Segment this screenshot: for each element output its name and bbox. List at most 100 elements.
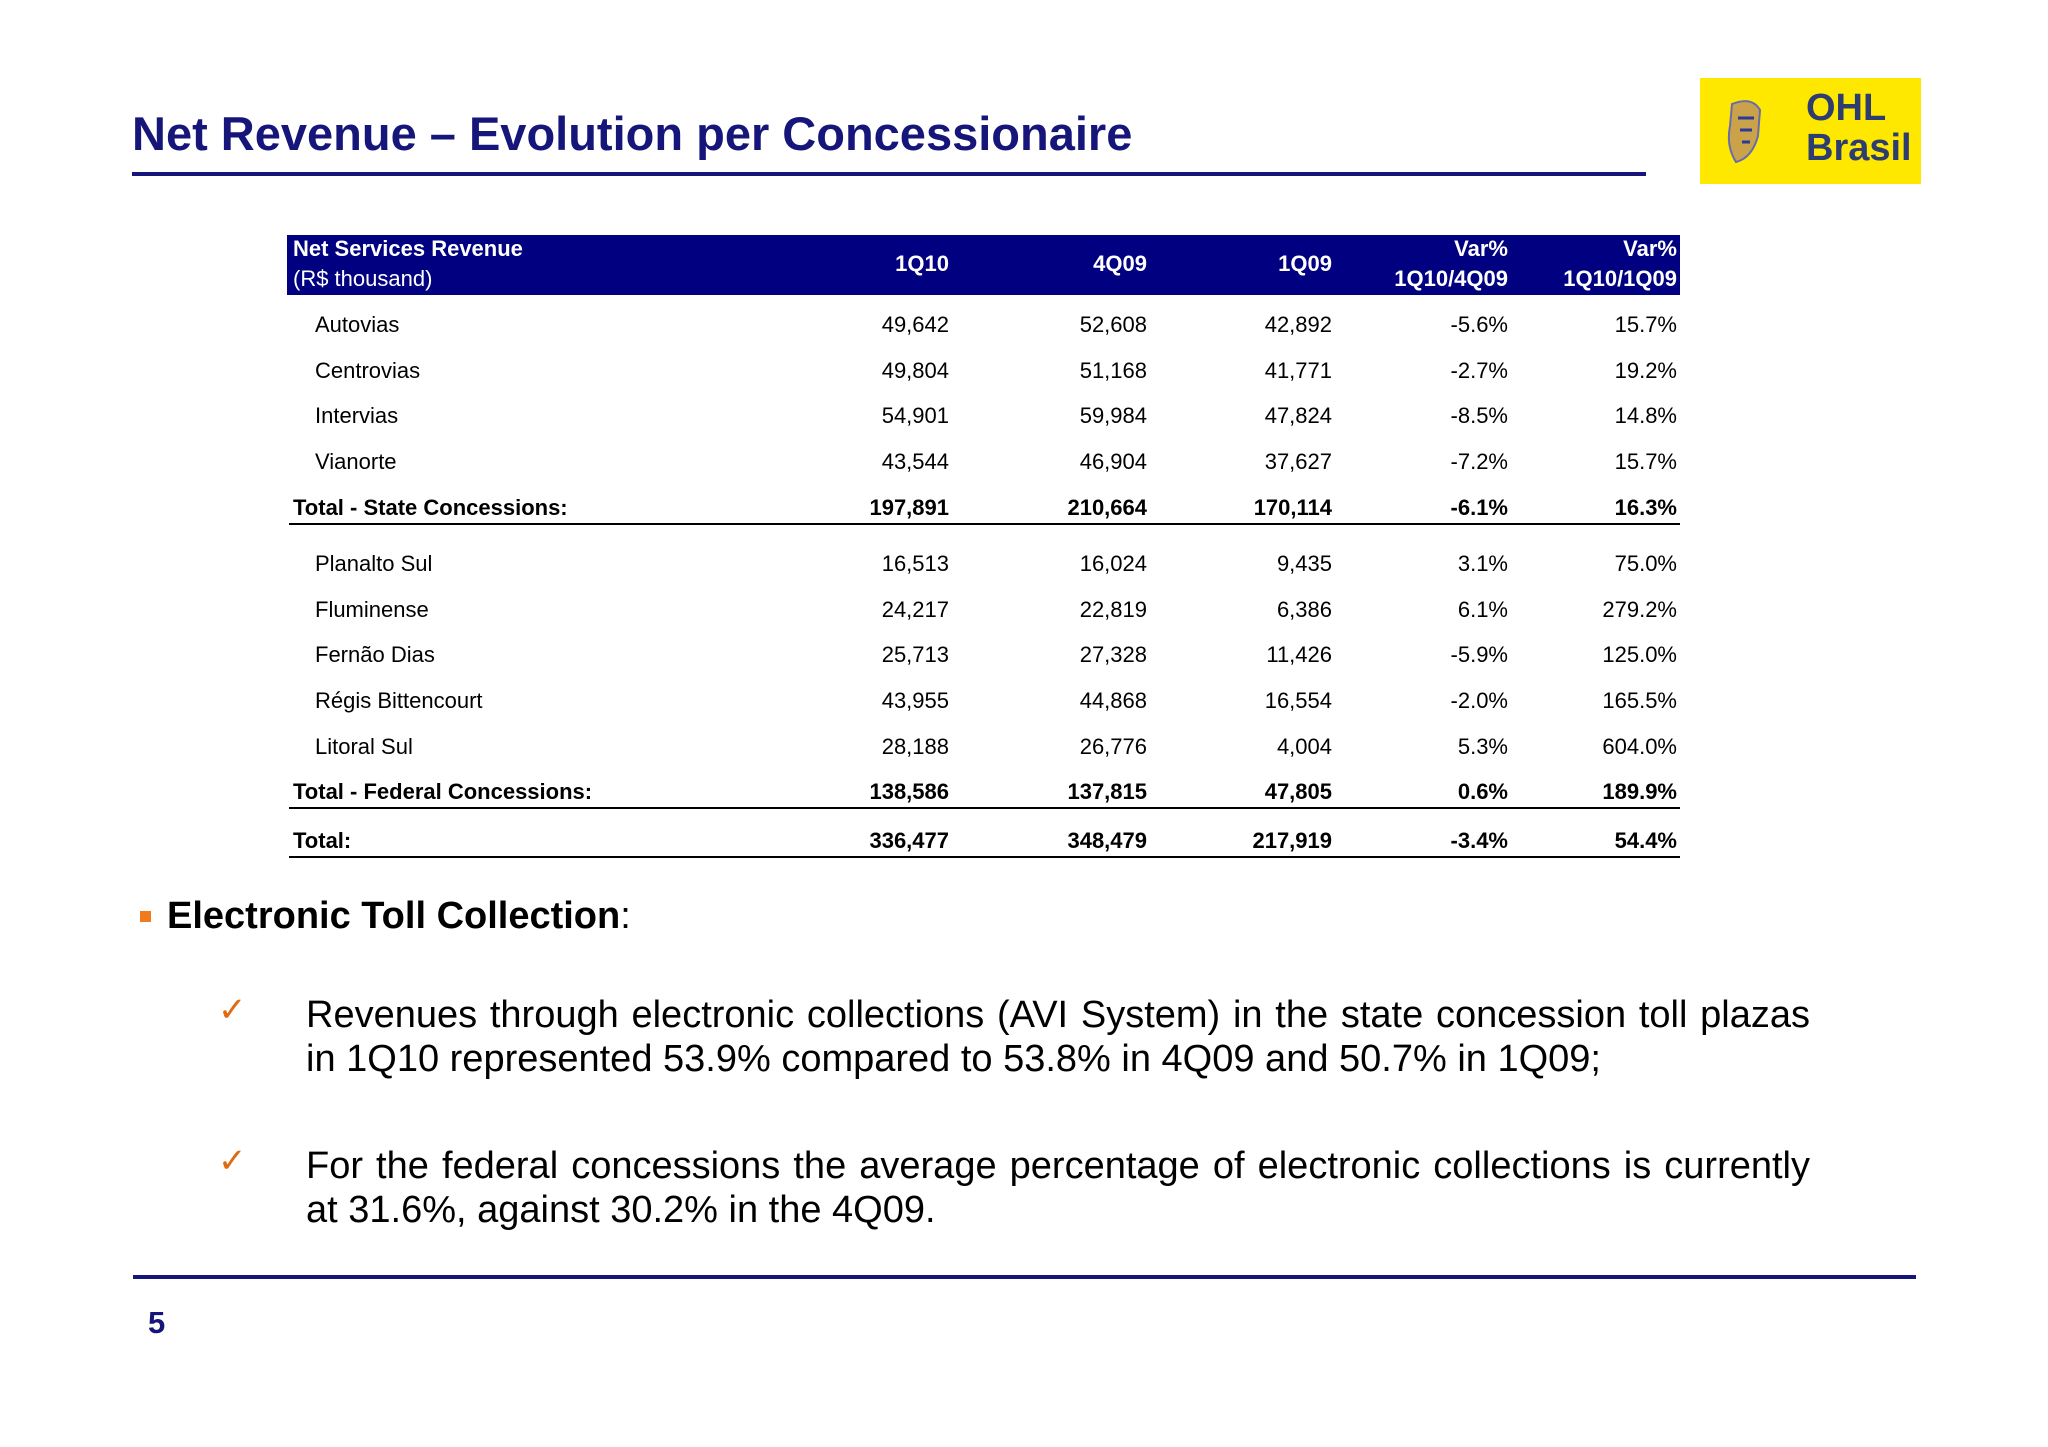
slide-title: Net Revenue – Evolution per Concessionai… — [132, 107, 1133, 160]
cell-value: 37,627 — [1264, 449, 1332, 475]
cell-value: 336,477 — [869, 828, 949, 854]
cell-value: 189.9% — [1602, 779, 1677, 805]
cell-value: 170,114 — [1253, 494, 1332, 520]
cell-value: 217,919 — [1252, 828, 1332, 854]
cell-value: 54.4% — [1614, 828, 1677, 854]
heading-colon: : — [620, 895, 631, 937]
column-header: Var% — [1623, 236, 1677, 261]
column-header: 1Q10/1Q09 — [1563, 266, 1677, 291]
row-label: Vianorte — [315, 449, 397, 475]
column-header: 1Q09 — [1278, 251, 1332, 276]
logo: OHL Brasil — [1700, 78, 1921, 184]
cell-value: 49,642 — [881, 312, 949, 337]
footer-rule — [133, 1275, 1916, 1279]
bullet — [140, 911, 151, 922]
cell-value: 279.2% — [1602, 596, 1677, 622]
cell-value: 125.0% — [1602, 642, 1677, 668]
row-label: Autovias — [315, 312, 400, 337]
total-rule — [289, 522, 1680, 525]
cell-value: 6,386 — [1276, 596, 1332, 622]
column-header: Var% — [1454, 236, 1508, 261]
cell-value: 25,713 — [881, 642, 949, 668]
column-header: 1Q10/4Q09 — [1394, 266, 1508, 291]
bullet-text: Revenues through electronic collections … — [306, 994, 1810, 1080]
cell-value: 43,955 — [881, 687, 949, 713]
cell-value: 604.0% — [1602, 733, 1677, 759]
cell-value: 16,554 — [1264, 687, 1332, 713]
column-header: 1Q10 — [895, 251, 949, 276]
cell-value: -3.4% — [1450, 828, 1508, 854]
cell-value: 137,815 — [1067, 779, 1147, 805]
logo-icon — [1727, 100, 1762, 164]
cell-value: 16.3% — [1614, 494, 1677, 520]
header-label: Net Services Revenue — [293, 236, 523, 261]
section-heading: Electronic Toll Collection: — [167, 893, 631, 939]
cell-value: -5.6% — [1450, 312, 1508, 337]
heading-text: Electronic Toll Collection — [167, 895, 621, 937]
cell-value: 15.7% — [1614, 312, 1677, 337]
total-label: Total - Federal Concessions: — [293, 779, 593, 805]
revenue-table: Net Services Revenue (R$ thousand) 1Q10 4Q0… — [287, 235, 1680, 859]
header-sublabel: (R$ thousand) — [293, 266, 433, 291]
cell-value: 42,892 — [1264, 312, 1332, 337]
cell-value: 16,513 — [881, 550, 949, 576]
cell-value: 43,544 — [881, 449, 949, 475]
page-number: 5 — [148, 1305, 166, 1340]
row-label: Fernão Dias — [315, 642, 435, 668]
cell-value: 44,868 — [1079, 687, 1147, 713]
row-label: Centrovias — [315, 357, 421, 383]
cell-value: 11,426 — [1266, 642, 1332, 668]
cell-value: 5.3% — [1457, 733, 1508, 759]
cell-value: -2.7% — [1450, 357, 1508, 383]
cell-value: 138,586 — [869, 779, 949, 805]
cell-value: 52,608 — [1079, 312, 1147, 337]
column-header: 4Q09 — [1093, 251, 1147, 276]
cell-value: 22,819 — [1079, 596, 1147, 622]
cell-value: 59,984 — [1079, 403, 1147, 429]
cell-value: 165.5% — [1602, 687, 1677, 713]
cell-value: 19.2% — [1614, 357, 1677, 383]
total-rule — [289, 807, 1680, 810]
cell-value: 27,328 — [1079, 642, 1147, 668]
cell-value: 54,901 — [881, 403, 949, 429]
cell-value: 49,804 — [881, 357, 949, 383]
table-header — [287, 235, 1680, 295]
cell-value: 24,217 — [881, 596, 949, 622]
check-mark: ✓ — [218, 1142, 247, 1180]
cell-value: 75.0% — [1614, 550, 1677, 576]
cell-value: 26,776 — [1079, 733, 1147, 759]
cell-value: 14.8% — [1614, 403, 1677, 429]
cell-value: 46,904 — [1079, 449, 1147, 475]
row-label: Régis Bittencourt — [315, 687, 483, 713]
row-label: Intervias — [315, 403, 399, 429]
cell-value: 6.1% — [1457, 596, 1508, 622]
row-label: Planalto Sul — [315, 550, 433, 576]
cell-value: 41,771 — [1264, 357, 1332, 383]
total-rule — [289, 856, 1680, 859]
title-rule — [132, 172, 1646, 176]
cell-value: 3.1% — [1457, 550, 1508, 576]
cell-value: 47,824 — [1264, 403, 1332, 429]
row-label: Litoral Sul — [315, 733, 413, 759]
cell-value: 210,664 — [1067, 494, 1147, 520]
total-label: Total: — [293, 828, 352, 854]
cell-value: -8.5% — [1450, 403, 1508, 429]
cell-value: 197,891 — [869, 494, 949, 520]
total-label: Total - State Concessions: — [293, 494, 568, 520]
check-mark: ✓ — [218, 991, 247, 1029]
cell-value: 4,004 — [1276, 733, 1332, 759]
row-label: Fluminense — [315, 596, 429, 622]
logo-text: Brasil — [1806, 127, 1912, 169]
cell-value: -5.9% — [1450, 642, 1508, 668]
cell-value: 51,168 — [1079, 357, 1147, 383]
cell-value: -2.0% — [1450, 687, 1508, 713]
cell-value: -7.2% — [1450, 449, 1508, 475]
logo-text: OHL — [1806, 87, 1887, 129]
cell-value: 16,024 — [1079, 550, 1147, 576]
bullet-text: For the federal concessions the average … — [306, 1145, 1810, 1231]
cell-value: 9,435 — [1276, 550, 1332, 576]
cell-value: 15.7% — [1614, 449, 1677, 475]
cell-value: 47,805 — [1264, 779, 1332, 805]
cell-value: -6.1% — [1450, 494, 1508, 520]
